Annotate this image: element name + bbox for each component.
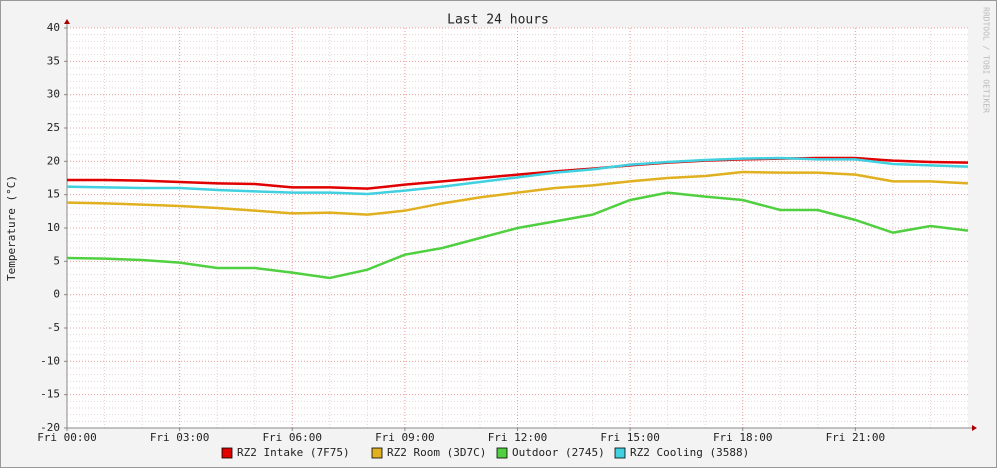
y-tick-label: 20 [47,154,60,167]
y-axis-label: Temperature (°C) [5,175,18,281]
y-tick-label: 15 [47,188,60,201]
axis-arrow [972,425,977,431]
y-tick-label: 10 [47,221,60,234]
series-line [66,191,969,280]
y-tick-label: 25 [47,121,60,134]
x-tick-label: Fri 00:00 [37,431,97,444]
legend-label: RZ2 Cooling (3588) [630,446,749,459]
x-tick-label: Fri 15:00 [600,431,660,444]
y-tick-label: 30 [47,88,60,101]
legend-label: Outdoor (2745) [512,446,605,459]
y-tick-label: -20 [40,421,60,434]
legend-swatch [614,447,626,459]
legend-swatch [221,447,233,459]
x-tick-label: Fri 18:00 [713,431,773,444]
y-tick-label: -5 [47,321,60,334]
series-line [66,170,969,216]
x-tick-label: Fri 09:00 [375,431,435,444]
x-tick-label: Fri 12:00 [488,431,548,444]
series-line [66,156,969,196]
chart-title: Last 24 hours [447,13,549,28]
watermark: RRDTOOL / TOBI OETIKER [982,7,991,113]
legend-swatch [496,447,508,459]
y-tick-label: 40 [47,21,60,34]
y-tick-label: 35 [47,54,60,67]
x-tick-label: Fri 21:00 [826,431,886,444]
y-tick-label: 5 [53,254,60,267]
axis-arrow [64,19,70,24]
x-tick-label: Fri 03:00 [150,431,210,444]
series-line [67,156,969,190]
y-tick-label: -10 [40,354,60,367]
x-tick-label: Fri 06:00 [262,431,322,444]
legend-label: RZ2 Intake (7F75) [237,446,350,459]
y-tick-label: 0 [53,288,60,301]
legend-swatch [371,447,383,459]
y-tick-label: -15 [40,388,60,401]
legend-label: RZ2 Room (3D7C) [387,446,486,459]
